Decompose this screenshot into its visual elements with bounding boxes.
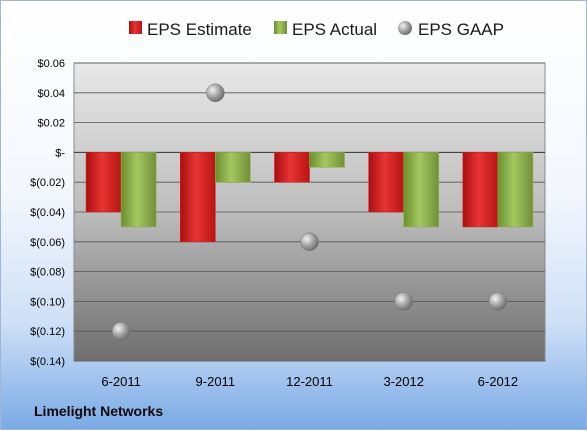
y-tick-label: $(0.04) xyxy=(30,207,65,219)
x-tick-label: 6-2011 xyxy=(101,374,141,389)
y-tick-label: $0.02 xyxy=(37,118,65,130)
y-tick-label: $- xyxy=(55,147,65,159)
y-tick-label: $(0.02) xyxy=(30,177,65,189)
bar-eps-estimate xyxy=(462,152,499,228)
legend-label-gaap: EPS GAAP xyxy=(418,20,504,39)
legend-label-actual: EPS Actual xyxy=(292,20,377,39)
bar-eps-actual xyxy=(215,152,251,183)
bars xyxy=(85,152,534,243)
legend: EPS Estimate EPS Actual EPS GAAP xyxy=(129,20,504,39)
company-name: Limelight Networks xyxy=(34,403,164,419)
point-eps-gaap xyxy=(111,321,131,341)
y-tick-label: $(0.12) xyxy=(30,326,65,338)
point-eps-gaap xyxy=(206,83,225,103)
bar-eps-estimate xyxy=(274,152,310,183)
x-tick-label: 12-2011 xyxy=(286,374,333,389)
bar-eps-actual xyxy=(120,152,157,228)
point-eps-gaap xyxy=(488,292,508,311)
y-tick-label: $(0.14) xyxy=(30,356,65,368)
bar-eps-estimate xyxy=(85,152,122,213)
y-tick-label: $0.04 xyxy=(37,88,65,100)
gaap-points xyxy=(111,83,508,341)
x-tick-label: 3-2012 xyxy=(383,374,423,389)
y-axis: $0.06 $0.04 $0.02 $- $(0.02) $(0.04) $(0.06) $(… xyxy=(30,58,65,368)
bar-eps-actual xyxy=(309,152,345,168)
x-tick-label: 6-2012 xyxy=(478,374,518,389)
y-tick-label: $(0.06) xyxy=(30,237,65,249)
bar-eps-estimate xyxy=(368,152,405,213)
bar-eps-estimate xyxy=(180,152,216,243)
y-tick-label: $0.06 xyxy=(37,58,65,70)
legend-label-estimate: EPS Estimate xyxy=(147,20,252,39)
legend-swatch-gaap xyxy=(398,21,412,35)
x-axis: 6-2011 9-2011 12-2011 3-2012 6-2012 xyxy=(101,374,518,389)
bar-eps-actual xyxy=(403,152,440,228)
legend-swatch-estimate xyxy=(129,21,142,34)
point-eps-gaap xyxy=(394,292,413,311)
y-tick-label: $(0.08) xyxy=(30,267,65,279)
legend-swatch-actual xyxy=(274,21,287,34)
y-tick-label: $(0.10) xyxy=(30,296,65,308)
point-eps-gaap xyxy=(300,232,319,252)
x-tick-label: 9-2011 xyxy=(196,374,236,389)
bar-eps-actual xyxy=(497,152,534,228)
